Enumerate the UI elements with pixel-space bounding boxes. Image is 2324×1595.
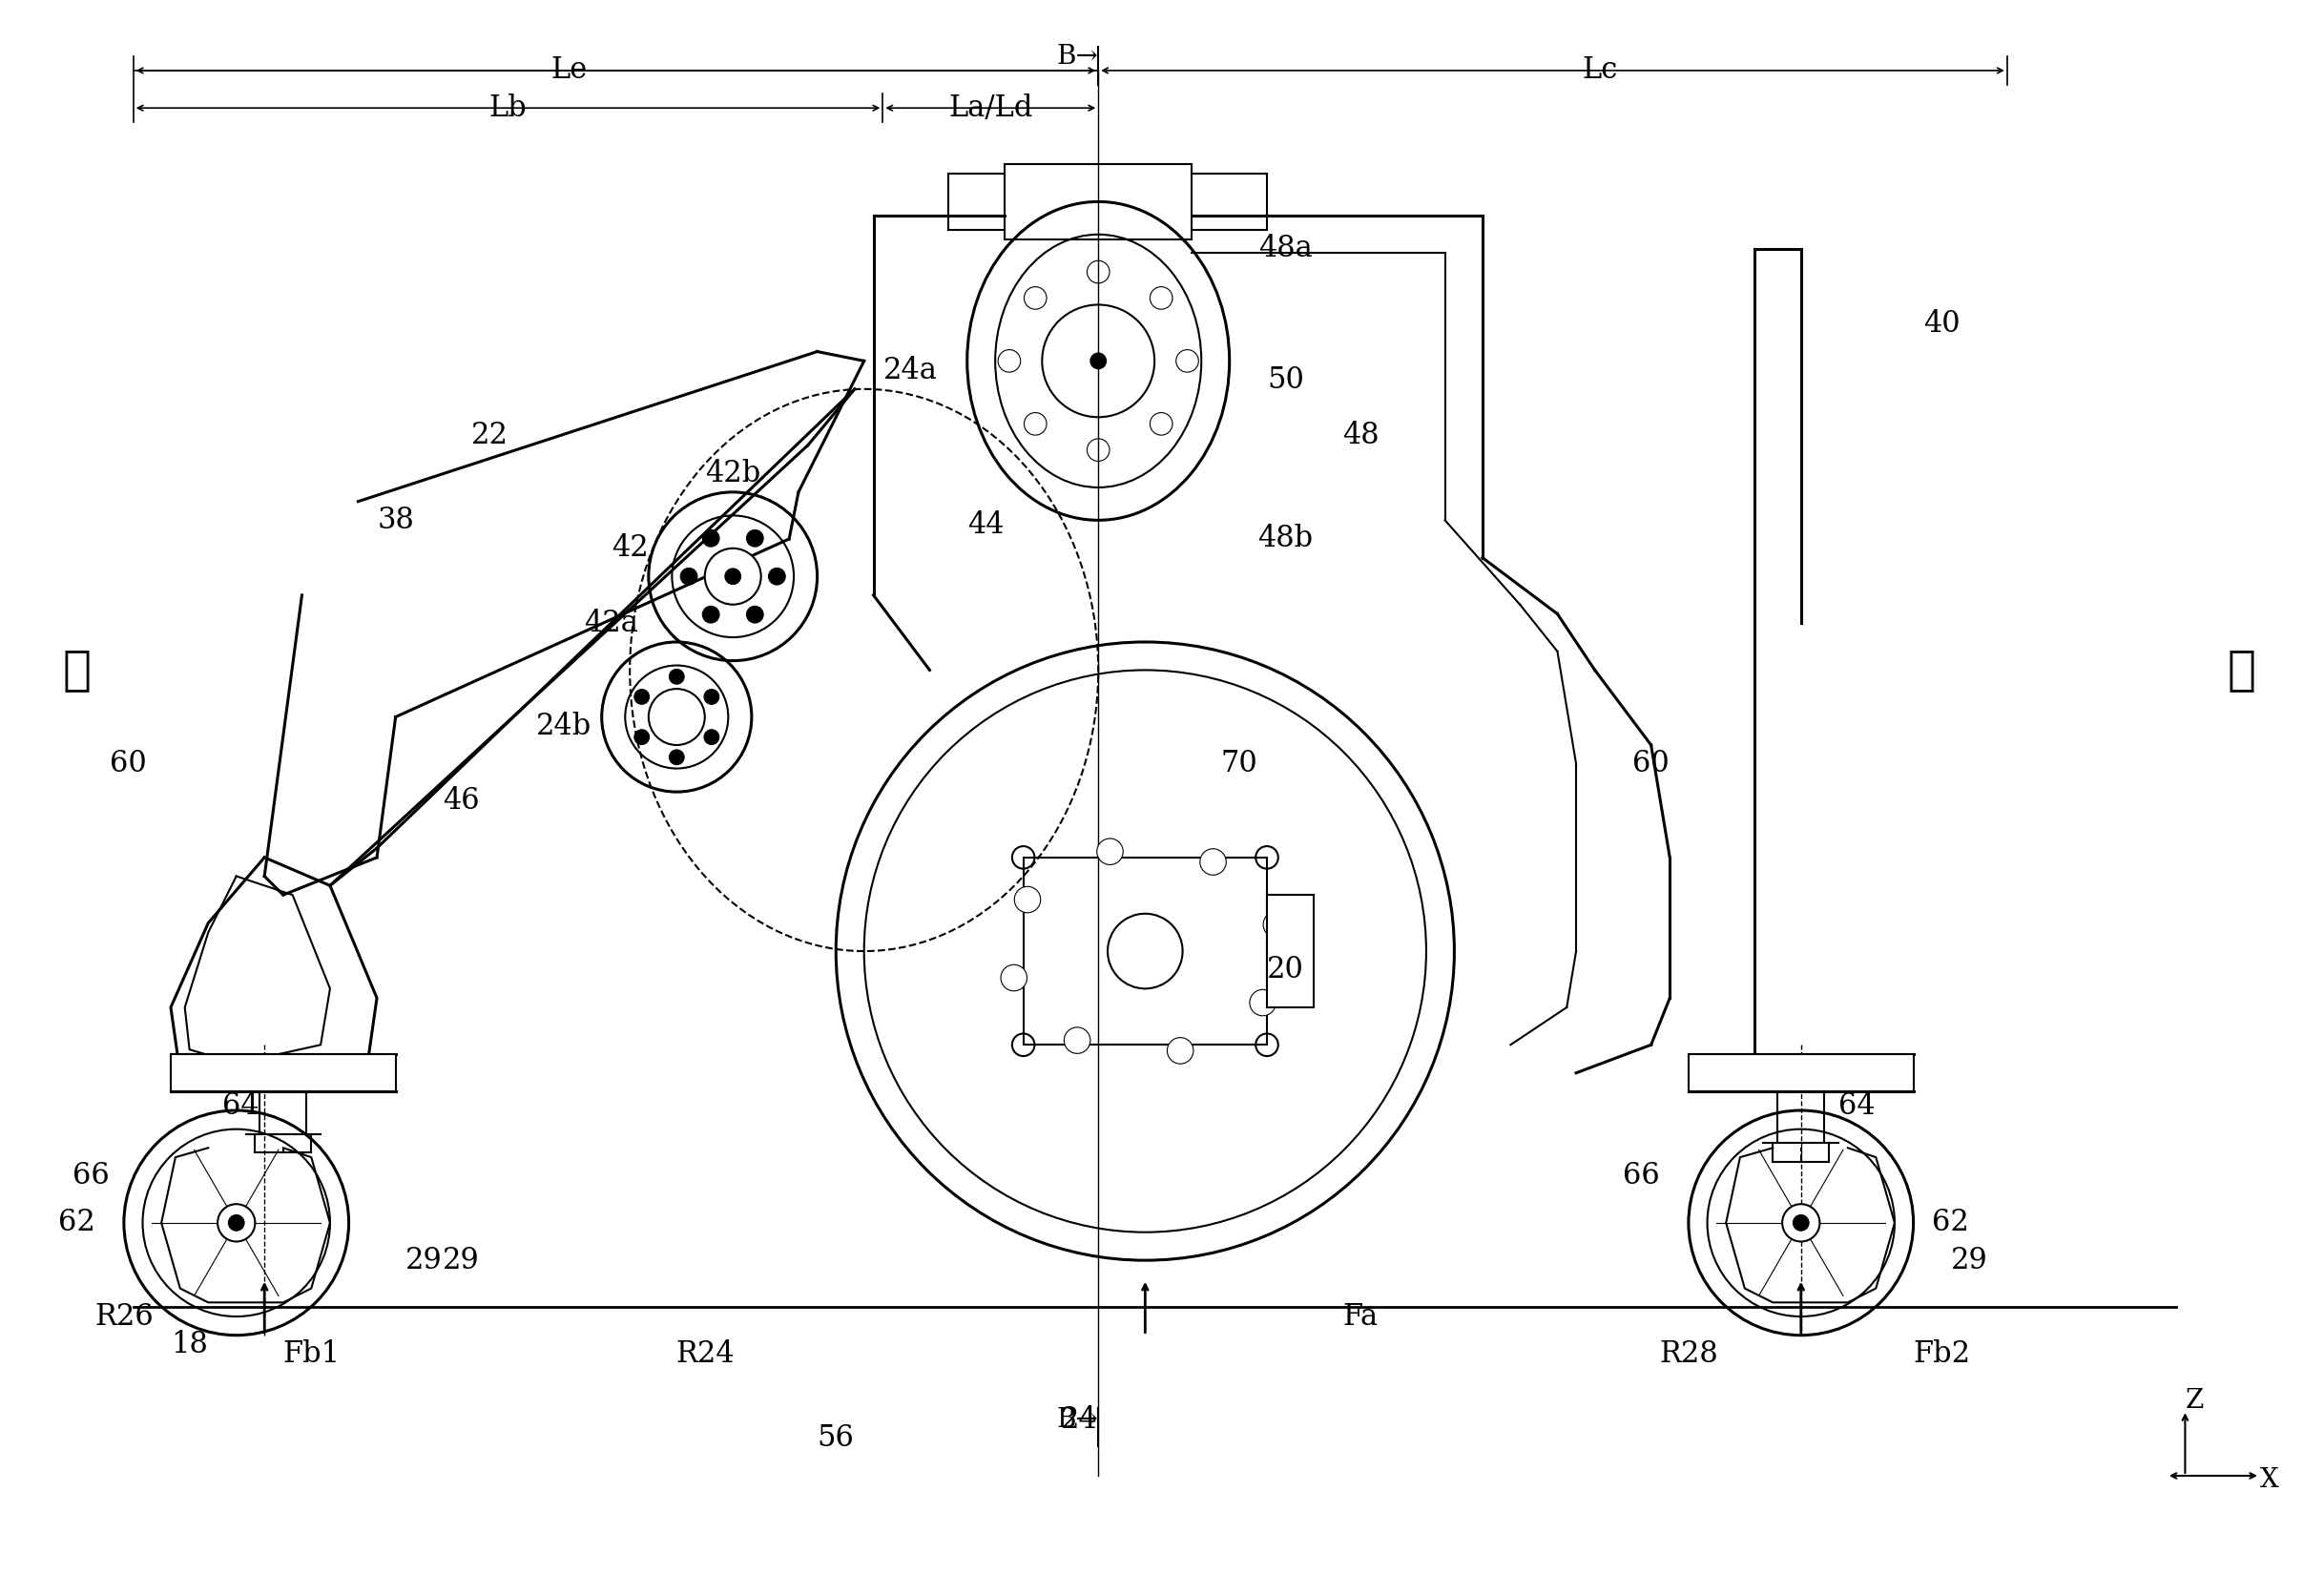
Bar bbox=[1023, 858, 1267, 1045]
Text: B→: B→ bbox=[1057, 1407, 1099, 1432]
Circle shape bbox=[634, 689, 648, 705]
Circle shape bbox=[669, 750, 683, 764]
Circle shape bbox=[218, 1204, 256, 1241]
Circle shape bbox=[746, 606, 762, 624]
Text: 66: 66 bbox=[72, 1161, 109, 1191]
Text: R24: R24 bbox=[676, 1340, 734, 1369]
Circle shape bbox=[704, 729, 718, 745]
Circle shape bbox=[1250, 989, 1276, 1016]
Text: 60: 60 bbox=[109, 750, 146, 778]
Text: Fb2: Fb2 bbox=[1913, 1340, 1971, 1369]
Bar bbox=[1004, 164, 1192, 239]
Text: Z: Z bbox=[2185, 1388, 2203, 1413]
Text: R26: R26 bbox=[95, 1302, 153, 1332]
Text: 18: 18 bbox=[172, 1330, 209, 1359]
Bar bbox=[1690, 1054, 1913, 1091]
Text: 46: 46 bbox=[444, 786, 479, 817]
Text: 44: 44 bbox=[967, 510, 1004, 539]
Text: 40: 40 bbox=[1922, 309, 1959, 338]
Text: B→: B→ bbox=[1057, 43, 1099, 69]
Text: 29: 29 bbox=[404, 1246, 442, 1274]
Circle shape bbox=[1013, 887, 1041, 912]
Text: 22: 22 bbox=[472, 421, 509, 451]
Text: 66: 66 bbox=[1622, 1161, 1659, 1191]
Circle shape bbox=[634, 729, 648, 745]
Circle shape bbox=[681, 568, 697, 585]
Text: La/Ld: La/Ld bbox=[948, 93, 1032, 123]
Circle shape bbox=[1064, 1027, 1090, 1054]
Circle shape bbox=[648, 689, 704, 745]
Circle shape bbox=[702, 530, 720, 547]
Bar bbox=[1267, 895, 1313, 1008]
Circle shape bbox=[1794, 1215, 1808, 1230]
Text: 70: 70 bbox=[1220, 750, 1257, 778]
Text: 62: 62 bbox=[58, 1207, 95, 1238]
Bar bbox=[170, 1054, 395, 1091]
Circle shape bbox=[725, 569, 741, 584]
Circle shape bbox=[1167, 1038, 1195, 1064]
Text: 后: 后 bbox=[2226, 646, 2257, 694]
Text: 42: 42 bbox=[611, 533, 648, 563]
Text: 48a: 48a bbox=[1260, 234, 1313, 263]
Text: 60: 60 bbox=[1631, 750, 1669, 778]
Text: 20: 20 bbox=[1267, 955, 1304, 984]
Text: R28: R28 bbox=[1659, 1340, 1717, 1369]
Text: 48b: 48b bbox=[1257, 525, 1313, 553]
Text: 64: 64 bbox=[223, 1091, 260, 1121]
Circle shape bbox=[228, 1215, 244, 1230]
Circle shape bbox=[1090, 354, 1106, 368]
Circle shape bbox=[704, 689, 718, 705]
Circle shape bbox=[769, 568, 786, 585]
Circle shape bbox=[1199, 849, 1227, 876]
Text: 50: 50 bbox=[1267, 365, 1304, 394]
Text: 38: 38 bbox=[376, 506, 414, 534]
Text: 64: 64 bbox=[1838, 1091, 1875, 1121]
Text: 42a: 42a bbox=[583, 608, 639, 638]
Text: 前: 前 bbox=[63, 646, 91, 694]
Text: Fa: Fa bbox=[1343, 1302, 1378, 1332]
Circle shape bbox=[669, 670, 683, 684]
Text: Lc: Lc bbox=[1583, 56, 1618, 85]
Text: 24: 24 bbox=[1062, 1405, 1097, 1434]
Text: 42b: 42b bbox=[704, 459, 760, 488]
Text: 24b: 24b bbox=[537, 711, 593, 742]
Text: X: X bbox=[2259, 1467, 2280, 1493]
Circle shape bbox=[1264, 911, 1290, 938]
Circle shape bbox=[1002, 965, 1027, 990]
Text: Lb: Lb bbox=[488, 93, 528, 123]
Text: 62: 62 bbox=[1931, 1207, 1968, 1238]
Circle shape bbox=[1783, 1204, 1820, 1241]
Circle shape bbox=[1097, 839, 1122, 864]
Text: Le: Le bbox=[551, 56, 588, 85]
Text: Fb1: Fb1 bbox=[284, 1340, 339, 1369]
Circle shape bbox=[746, 530, 762, 547]
Text: 24a: 24a bbox=[883, 356, 939, 384]
Text: 29: 29 bbox=[1952, 1246, 1987, 1274]
Circle shape bbox=[704, 549, 760, 605]
Text: 56: 56 bbox=[818, 1423, 855, 1453]
Text: 29: 29 bbox=[442, 1246, 479, 1274]
Circle shape bbox=[702, 606, 720, 624]
Text: 48: 48 bbox=[1343, 421, 1378, 451]
